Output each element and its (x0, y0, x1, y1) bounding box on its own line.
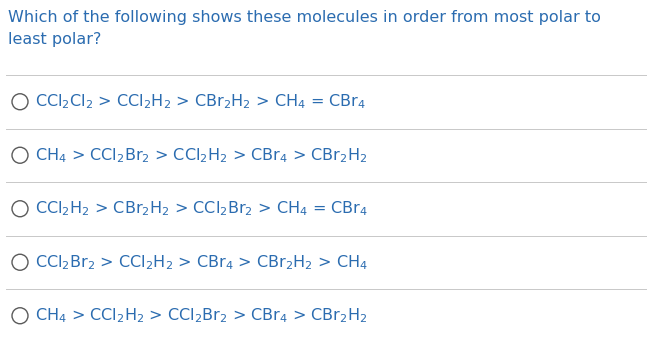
Text: least polar?: least polar? (8, 32, 102, 47)
Text: CCl$_2$Br$_2$ > CCl$_2$H$_2$ > CBr$_4$ > CBr$_2$H$_2$ > CH$_4$: CCl$_2$Br$_2$ > CCl$_2$H$_2$ > CBr$_4$ >… (35, 253, 368, 272)
Text: Which of the following shows these molecules in order from most polar to: Which of the following shows these molec… (8, 10, 601, 25)
Text: CH$_4$ > CCl$_2$H$_2$ > CCl$_2$Br$_2$ > CBr$_4$ > CBr$_2$H$_2$: CH$_4$ > CCl$_2$H$_2$ > CCl$_2$Br$_2$ > … (35, 306, 367, 325)
Text: CCl$_2$Cl$_2$ > CCl$_2$H$_2$ > CBr$_2$H$_2$ > CH$_4$ = CBr$_4$: CCl$_2$Cl$_2$ > CCl$_2$H$_2$ > CBr$_2$H$… (35, 92, 366, 111)
Text: CCl$_2$H$_2$ > CBr$_2$H$_2$ > CCl$_2$Br$_2$ > CH$_4$ = CBr$_4$: CCl$_2$H$_2$ > CBr$_2$H$_2$ > CCl$_2$Br$… (35, 199, 368, 218)
Text: CH$_4$ > CCl$_2$Br$_2$ > CCl$_2$H$_2$ > CBr$_4$ > CBr$_2$H$_2$: CH$_4$ > CCl$_2$Br$_2$ > CCl$_2$H$_2$ > … (35, 146, 367, 165)
